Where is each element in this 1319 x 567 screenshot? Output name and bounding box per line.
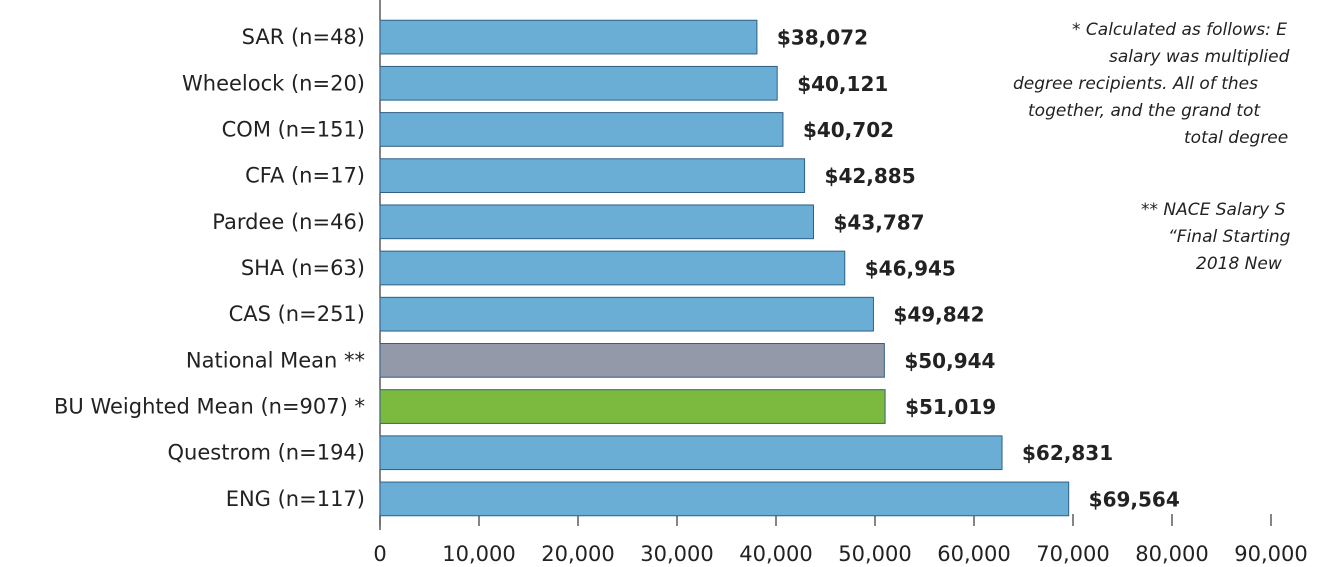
category-label: SAR (n=48) <box>242 25 365 49</box>
annotation: degree recipients. All of thes <box>1013 74 1258 94</box>
annotation: salary was multiplied <box>1109 47 1290 67</box>
category-label: ENG (n=117) <box>226 487 365 511</box>
bar <box>379 19 758 55</box>
annotation: total degree <box>1184 128 1288 148</box>
x-tick-label: 80,000 <box>1135 542 1208 566</box>
bar <box>379 65 778 101</box>
category-label: COM (n=151) <box>222 117 365 141</box>
bar <box>379 204 814 240</box>
bar <box>379 250 846 286</box>
x-tick-label: 20,000 <box>541 542 614 566</box>
x-tick-label: 90,000 <box>1234 542 1307 566</box>
category-label: Pardee (n=46) <box>212 210 365 234</box>
category-label: BU Weighted Mean (n=907) * <box>54 395 365 419</box>
value-label: $42,885 <box>825 164 916 188</box>
category-label: CAS (n=251) <box>229 302 365 326</box>
category-label: CFA (n=17) <box>245 164 365 188</box>
category-label: SHA (n=63) <box>241 256 365 280</box>
annotation: 2018 New <box>1196 254 1282 274</box>
annotation: “Final Starting <box>1168 227 1291 247</box>
annotation: together, and the grand tot <box>1028 101 1261 121</box>
x-tick-label: 10,000 <box>442 542 515 566</box>
value-label: $43,787 <box>833 210 924 234</box>
bar <box>379 435 1003 471</box>
bar <box>379 158 806 193</box>
value-label: $40,702 <box>803 118 894 142</box>
x-tick-label: 0 <box>373 542 386 566</box>
value-label: $62,831 <box>1022 441 1113 465</box>
bar <box>379 112 784 147</box>
bar <box>379 389 886 424</box>
category-label: National Mean ** <box>186 348 365 372</box>
bar <box>379 343 885 378</box>
category-label: Wheelock (n=20) <box>182 71 365 95</box>
x-tick-label: 60,000 <box>937 542 1010 566</box>
x-tick-label: 70,000 <box>1036 542 1109 566</box>
annotation: * Calculated as follows: E <box>1072 20 1287 40</box>
x-tick-label: 50,000 <box>838 542 911 566</box>
annotation: ** NACE Salary S <box>1141 200 1286 220</box>
bar <box>379 481 1070 517</box>
value-label: $49,842 <box>893 303 984 327</box>
x-tick-label: 40,000 <box>739 542 812 566</box>
category-label: Questrom (n=194) <box>168 441 365 465</box>
value-label: $51,019 <box>905 395 996 419</box>
value-label: $38,072 <box>777 26 868 50</box>
value-label: $50,944 <box>904 349 995 373</box>
value-label: $40,121 <box>797 72 888 96</box>
x-tick-label: 30,000 <box>640 542 713 566</box>
value-label: $46,945 <box>865 257 956 281</box>
value-label: $69,564 <box>1089 487 1180 511</box>
bar <box>379 296 874 332</box>
